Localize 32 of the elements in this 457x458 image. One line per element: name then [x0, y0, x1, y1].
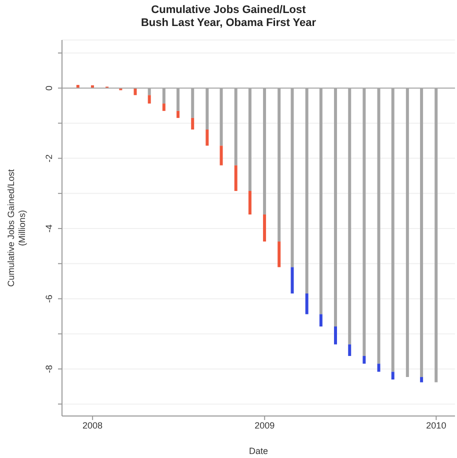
x-tick-label: 2010 [426, 420, 446, 430]
y-tick-label: 0 [44, 86, 54, 91]
y-tick-label: -6 [44, 294, 54, 303]
bar [220, 146, 223, 166]
bar [176, 110, 180, 118]
bar [234, 165, 238, 191]
y-tick-label: -2 [44, 154, 54, 162]
bar [191, 118, 194, 130]
bar [206, 130, 209, 146]
y-tick-label: -8 [44, 364, 54, 373]
x-tick-label: 2008 [82, 420, 103, 430]
bar [420, 377, 424, 382]
chart-title: Cumulative Jobs Gained/Lost [150, 4, 307, 17]
bar [305, 293, 308, 314]
bar [334, 326, 338, 344]
chart-subtitle: Bush Last Year, Obama First Year [140, 17, 318, 30]
bar [148, 95, 151, 104]
bar [278, 242, 281, 268]
y-axis-title: Cumulative Jobs Gained/Lost (Millions) [6, 168, 27, 287]
bar [263, 214, 266, 242]
bar [348, 344, 352, 356]
x-axis-title: Date [248, 446, 268, 456]
bar [391, 372, 394, 380]
bar [248, 190, 252, 214]
bar [134, 88, 137, 96]
bar [290, 267, 294, 294]
bar [162, 104, 166, 111]
x-tick-label: 2009 [254, 420, 275, 430]
bar [362, 356, 366, 364]
y-tick-label: -4 [44, 224, 54, 233]
bar [319, 314, 322, 326]
bar [377, 364, 380, 372]
